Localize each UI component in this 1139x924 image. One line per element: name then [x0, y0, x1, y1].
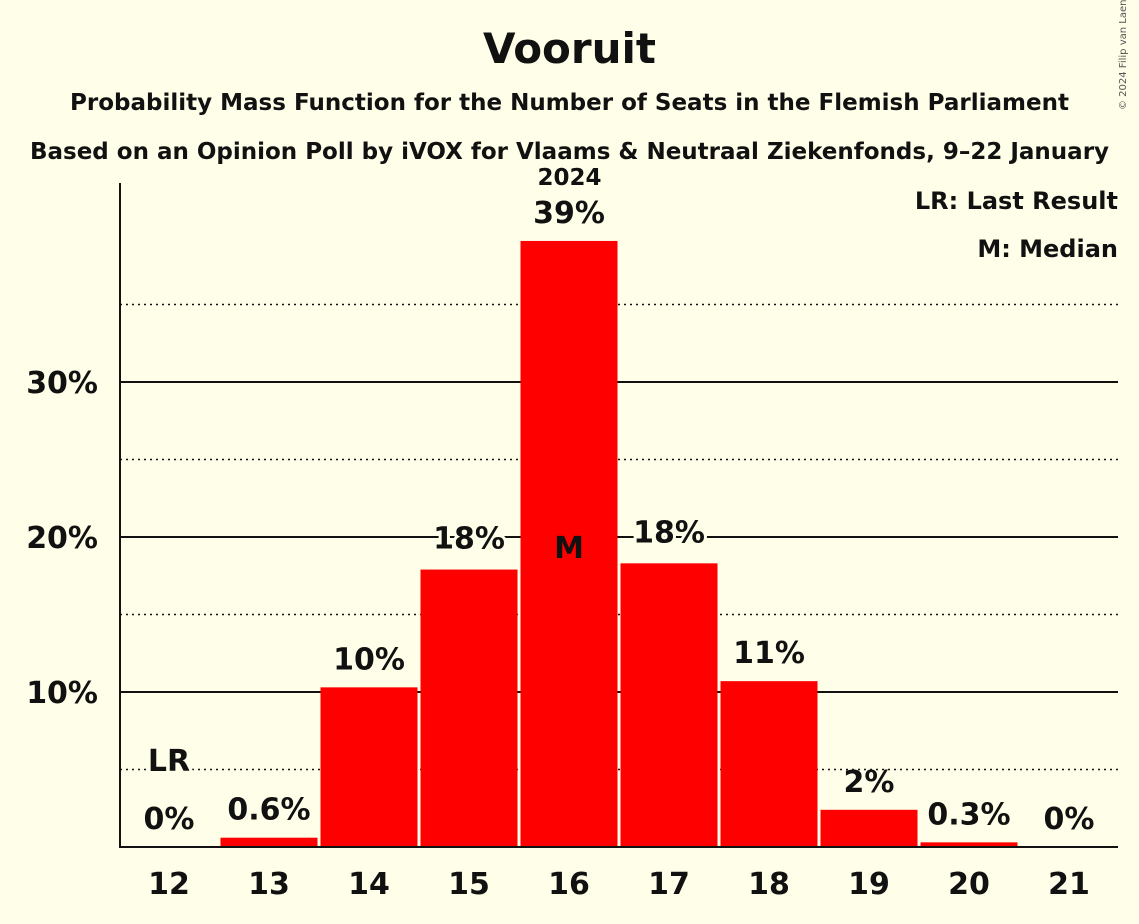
x-tick-label: 15 — [448, 867, 490, 902]
chart-title: Vooruit — [482, 24, 656, 73]
legend: LR: Last Result M: Median — [915, 187, 1118, 263]
value-label-13: 0.6% — [227, 793, 310, 828]
value-label-19: 2% — [844, 765, 895, 800]
x-tick-label: 18 — [748, 867, 790, 902]
x-tick-label: 21 — [1048, 867, 1090, 902]
x-tick-label: 20 — [948, 867, 990, 902]
value-labels: 0% LR 0.6% 10% 18% 39% M 18% 11% 2% 0.3% 0% — [144, 193, 1095, 837]
median-marker: M — [554, 531, 584, 566]
value-label-20: 0.3% — [927, 797, 1010, 832]
bar-13 — [220, 837, 318, 847]
bar-19 — [820, 809, 918, 847]
y-tick-label: 20% — [26, 521, 98, 556]
x-tick-label: 13 — [248, 867, 290, 902]
x-tick-label: 17 — [648, 867, 690, 902]
x-tick-label: 19 — [848, 867, 890, 902]
legend-median: M: Median — [977, 235, 1118, 263]
x-tick-label: 12 — [148, 867, 190, 902]
value-label-17: 18% — [633, 515, 705, 550]
bar-20 — [920, 842, 1018, 847]
bar-16 — [520, 240, 618, 847]
last-result-marker: LR — [148, 744, 190, 779]
bar-15 — [420, 569, 518, 847]
chart-subtitle: Probability Mass Function for the Number… — [70, 90, 1069, 116]
value-label-15: 18% — [433, 522, 505, 557]
bar-17 — [620, 563, 718, 847]
bar-14 — [320, 687, 418, 847]
x-tick-label: 16 — [548, 867, 590, 902]
value-label-14: 10% — [333, 642, 405, 677]
axes: 10% 20% 30% 12 13 14 15 16 17 18 19 20 21 — [26, 183, 1118, 902]
value-label-12: 0% — [144, 802, 195, 837]
y-tick-label: 10% — [26, 676, 98, 711]
y-tick-label: 30% — [26, 366, 98, 401]
x-tick-label: 14 — [348, 867, 390, 902]
bars — [220, 240, 1018, 847]
chart-subtitle-source: Based on an Opinion Poll by iVOX for Vla… — [29, 139, 1110, 191]
value-label-18: 11% — [733, 636, 805, 671]
legend-last-result: LR: Last Result — [915, 187, 1118, 215]
value-label-16: 39% — [533, 196, 605, 231]
value-label-21: 0% — [1044, 802, 1095, 837]
bar-18 — [720, 681, 818, 847]
gridlines — [120, 303, 1118, 771]
